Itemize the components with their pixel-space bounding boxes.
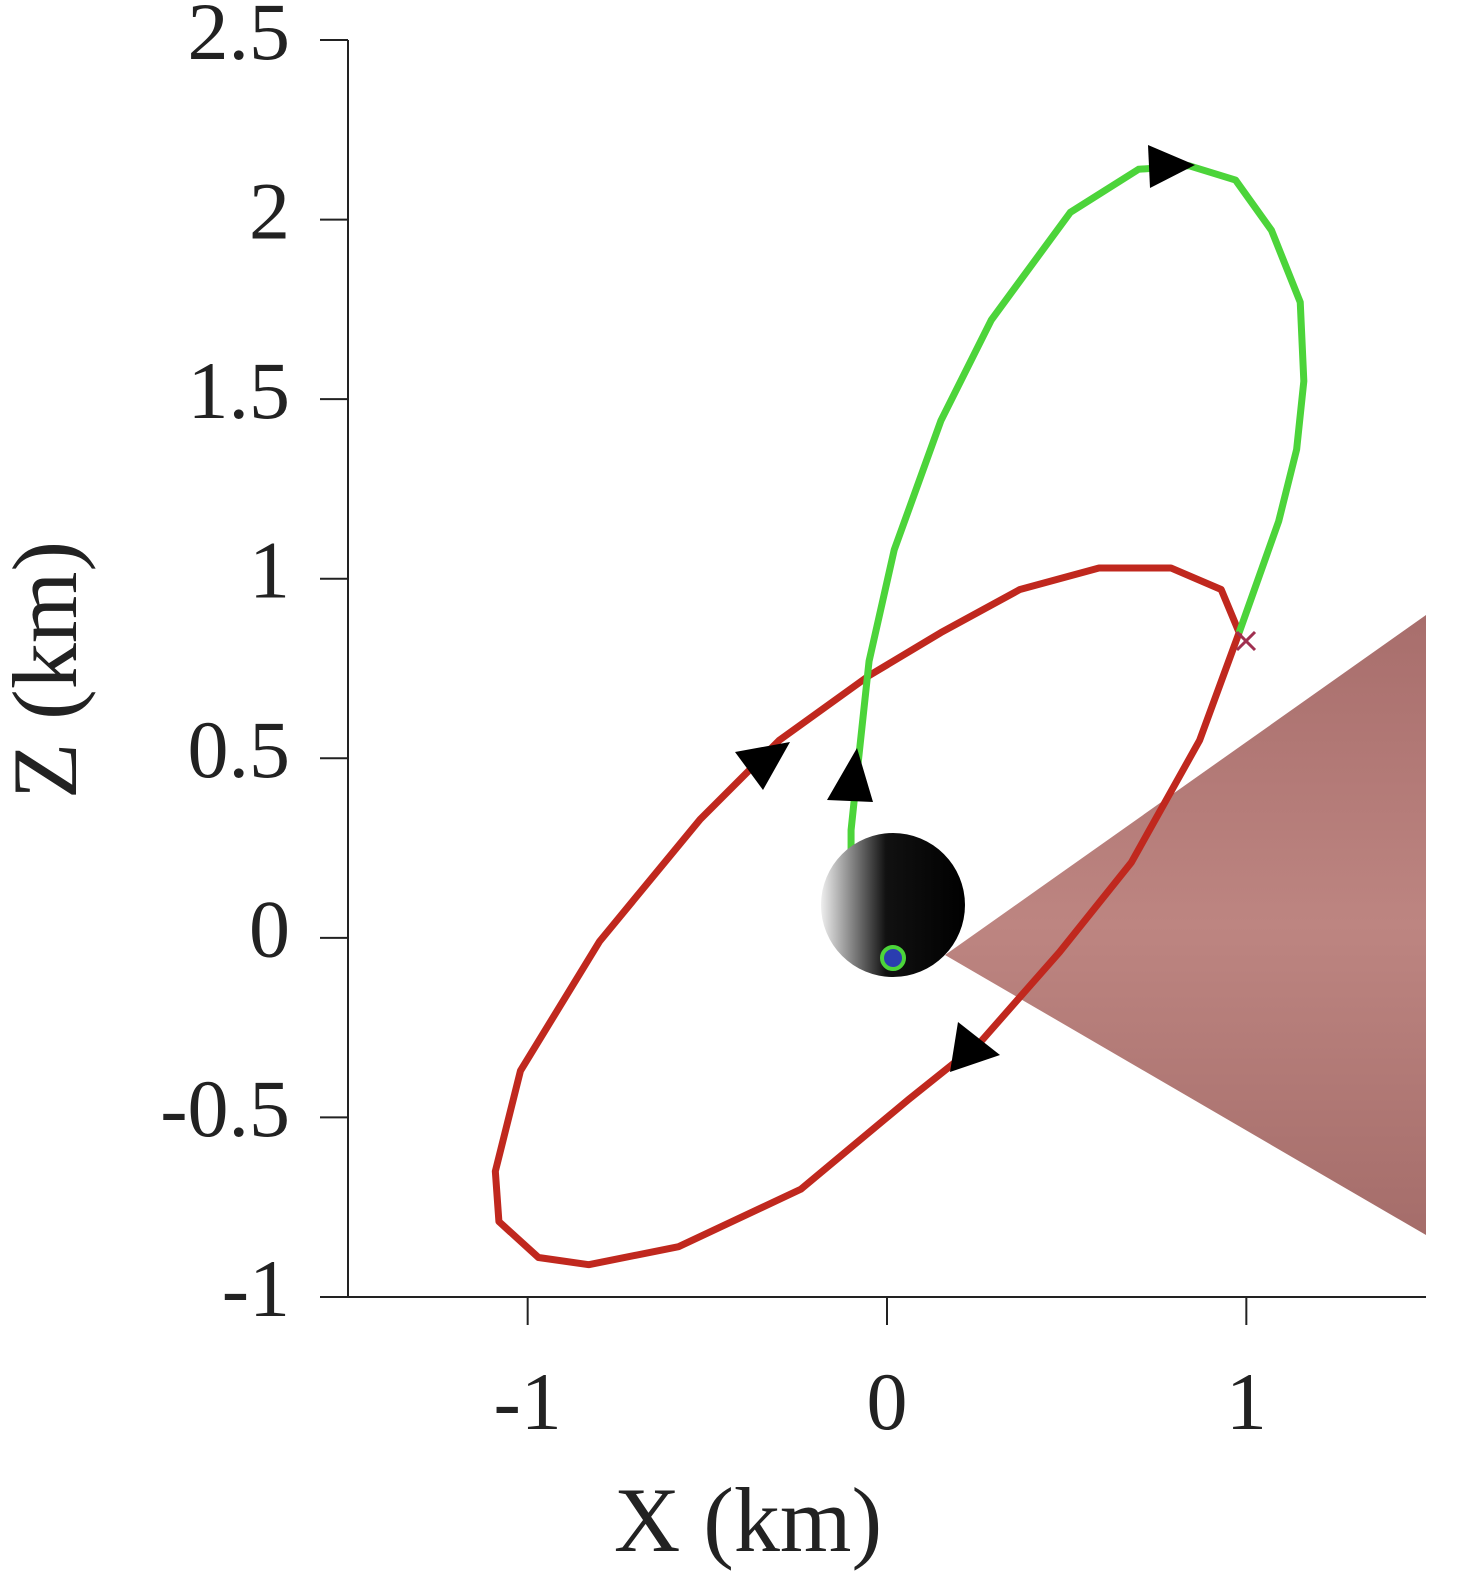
end-marker bbox=[1235, 630, 1257, 652]
body-sphere bbox=[821, 833, 965, 977]
y-tick-label: 0.5 bbox=[188, 704, 291, 795]
y-tick-label: -1 bbox=[222, 1243, 290, 1334]
y-tick-label: 1.5 bbox=[188, 345, 291, 436]
x-axis-label: X (km) bbox=[614, 1469, 882, 1571]
y-tick-label: 1 bbox=[249, 525, 290, 616]
y-tick-label: 2.5 bbox=[188, 0, 291, 77]
x-tick-label: -1 bbox=[494, 1356, 562, 1447]
y-tick-label: -0.5 bbox=[160, 1063, 290, 1154]
direction-arrows bbox=[735, 145, 1195, 1072]
x-tick-label: 1 bbox=[1226, 1356, 1267, 1447]
trajectory bbox=[491, 564, 1243, 1269]
x-tick-label: 0 bbox=[867, 1356, 908, 1447]
trajectory bbox=[847, 162, 1308, 946]
y-axis-label: Z (km) bbox=[0, 541, 96, 799]
y-tick-label: 2 bbox=[249, 165, 290, 256]
y-tick-label: 0 bbox=[249, 884, 290, 975]
sensor-cone bbox=[945, 615, 1426, 1235]
start-marker bbox=[880, 945, 906, 971]
